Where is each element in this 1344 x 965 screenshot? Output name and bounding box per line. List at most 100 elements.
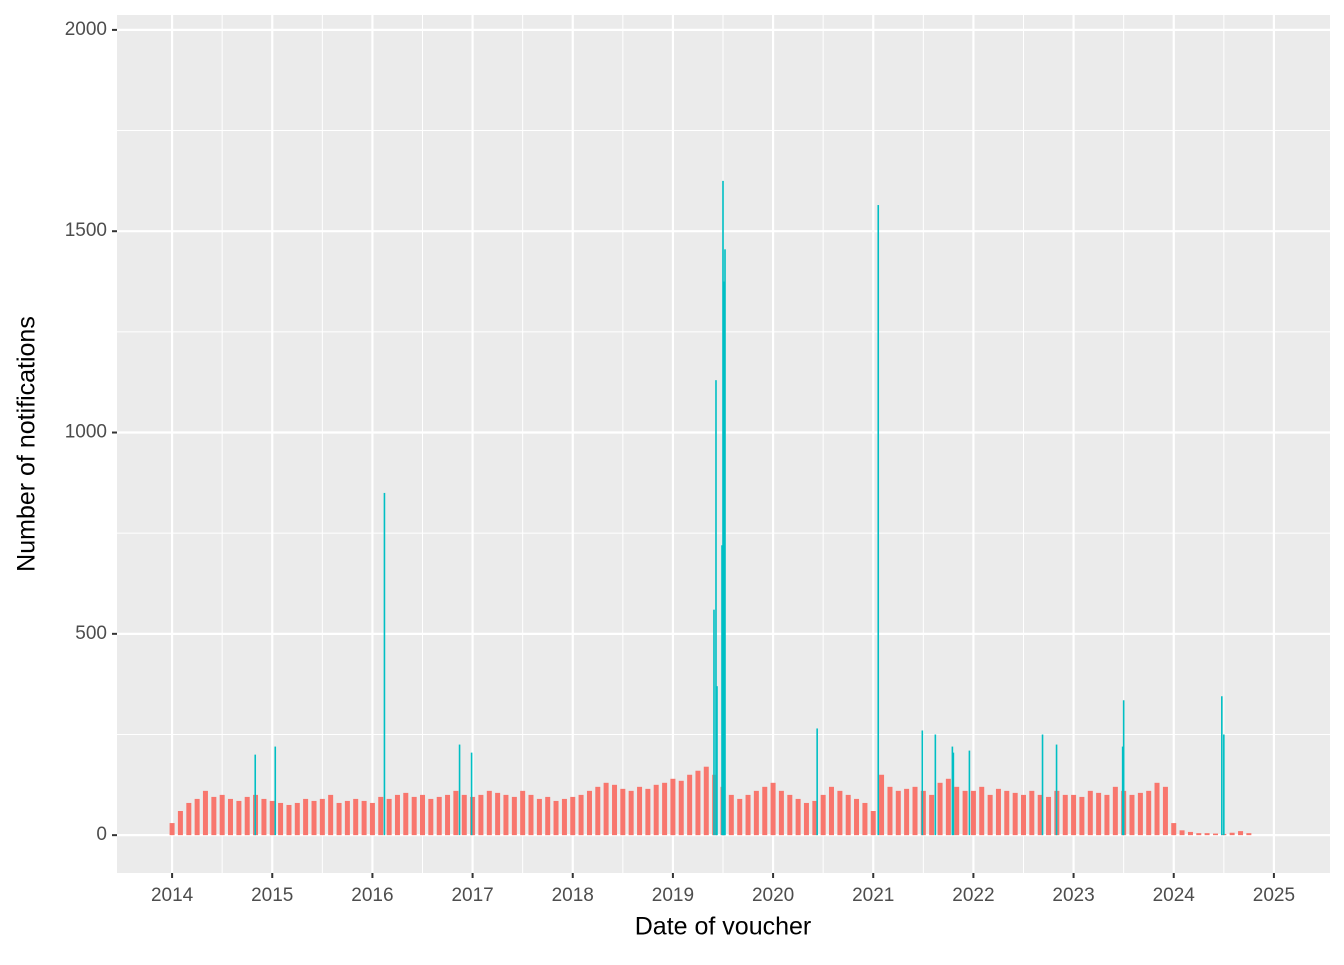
bar xyxy=(570,796,576,836)
bar xyxy=(795,798,801,836)
bar xyxy=(787,794,793,836)
bar xyxy=(1129,794,1135,836)
x-tick-label: 2023 xyxy=(1052,885,1094,906)
bar xyxy=(211,796,217,836)
bar xyxy=(445,794,451,836)
bar xyxy=(453,790,459,836)
bar xyxy=(561,798,567,836)
bar xyxy=(202,790,208,836)
bar xyxy=(628,790,634,836)
x-tick-label: 2014 xyxy=(151,885,194,906)
bar xyxy=(319,798,325,836)
bar xyxy=(478,794,484,836)
bar xyxy=(278,802,284,836)
y-axis-title: Number of notifications xyxy=(13,316,41,572)
y-tick-label: 1000 xyxy=(65,422,107,443)
bar xyxy=(1062,794,1068,836)
bar xyxy=(369,802,375,836)
bar xyxy=(912,786,918,836)
bar xyxy=(1104,794,1110,836)
bar xyxy=(887,786,893,836)
bar xyxy=(970,790,976,836)
bar xyxy=(723,281,725,836)
bar xyxy=(528,794,534,836)
bar xyxy=(662,782,668,836)
x-axis-title: Date of voucher xyxy=(635,913,812,941)
bar xyxy=(895,790,901,836)
bar xyxy=(461,794,467,836)
bar xyxy=(716,686,718,836)
bar xyxy=(695,770,701,836)
x-tick-label: 2016 xyxy=(351,885,393,906)
bar xyxy=(678,780,684,836)
bar xyxy=(294,802,300,836)
bar xyxy=(920,790,926,836)
bar xyxy=(1041,734,1044,836)
bar xyxy=(1096,792,1102,836)
bar xyxy=(1020,794,1026,836)
x-tick-label: 2015 xyxy=(251,885,293,906)
bar xyxy=(979,786,985,836)
bar xyxy=(612,784,618,836)
bar xyxy=(511,796,517,836)
bar xyxy=(921,730,924,836)
y-tick-label: 500 xyxy=(75,623,107,644)
bar xyxy=(1146,790,1152,836)
bar xyxy=(816,728,818,836)
bar xyxy=(828,786,834,836)
bar xyxy=(637,786,643,836)
bar xyxy=(545,796,551,836)
bar xyxy=(721,545,723,836)
bar xyxy=(1004,790,1010,836)
bar xyxy=(486,790,492,836)
bar xyxy=(670,778,676,836)
x-tick-label: 2018 xyxy=(552,885,594,906)
x-tick-label: 2019 xyxy=(652,885,694,906)
bar xyxy=(845,794,851,836)
bar xyxy=(553,800,559,836)
bar xyxy=(1162,786,1168,836)
bar xyxy=(383,492,386,836)
bar xyxy=(862,802,868,836)
bar xyxy=(1187,831,1193,836)
bar xyxy=(303,798,309,836)
bar xyxy=(653,784,659,836)
x-tick-label: 2025 xyxy=(1253,885,1295,906)
bar xyxy=(169,823,175,836)
bar xyxy=(1046,796,1052,836)
bar xyxy=(952,752,955,836)
bar xyxy=(803,802,809,836)
bar xyxy=(877,205,880,836)
bar xyxy=(1171,823,1177,836)
bar xyxy=(458,744,461,836)
bar xyxy=(737,798,743,836)
bar xyxy=(311,800,317,836)
bar xyxy=(244,796,250,836)
bar xyxy=(1221,696,1223,836)
bar xyxy=(1238,831,1244,836)
bar xyxy=(929,794,935,836)
bar xyxy=(1179,830,1185,836)
bar xyxy=(1204,833,1210,836)
bar xyxy=(420,794,426,836)
bar xyxy=(1012,792,1018,836)
bar xyxy=(403,792,409,836)
bar xyxy=(904,788,910,836)
bar xyxy=(520,790,526,836)
bar xyxy=(713,609,715,836)
bar xyxy=(778,790,784,836)
bar xyxy=(1137,792,1143,836)
bar xyxy=(411,796,417,836)
bar xyxy=(274,746,277,836)
bar xyxy=(762,786,768,836)
x-tick-label: 2021 xyxy=(852,885,894,906)
bar xyxy=(1246,833,1252,836)
bar xyxy=(962,790,968,836)
bar xyxy=(394,794,400,836)
bar xyxy=(344,800,350,836)
bar xyxy=(703,766,709,836)
bar xyxy=(219,794,225,836)
x-tick-label: 2017 xyxy=(451,885,493,906)
bar xyxy=(1121,746,1124,836)
